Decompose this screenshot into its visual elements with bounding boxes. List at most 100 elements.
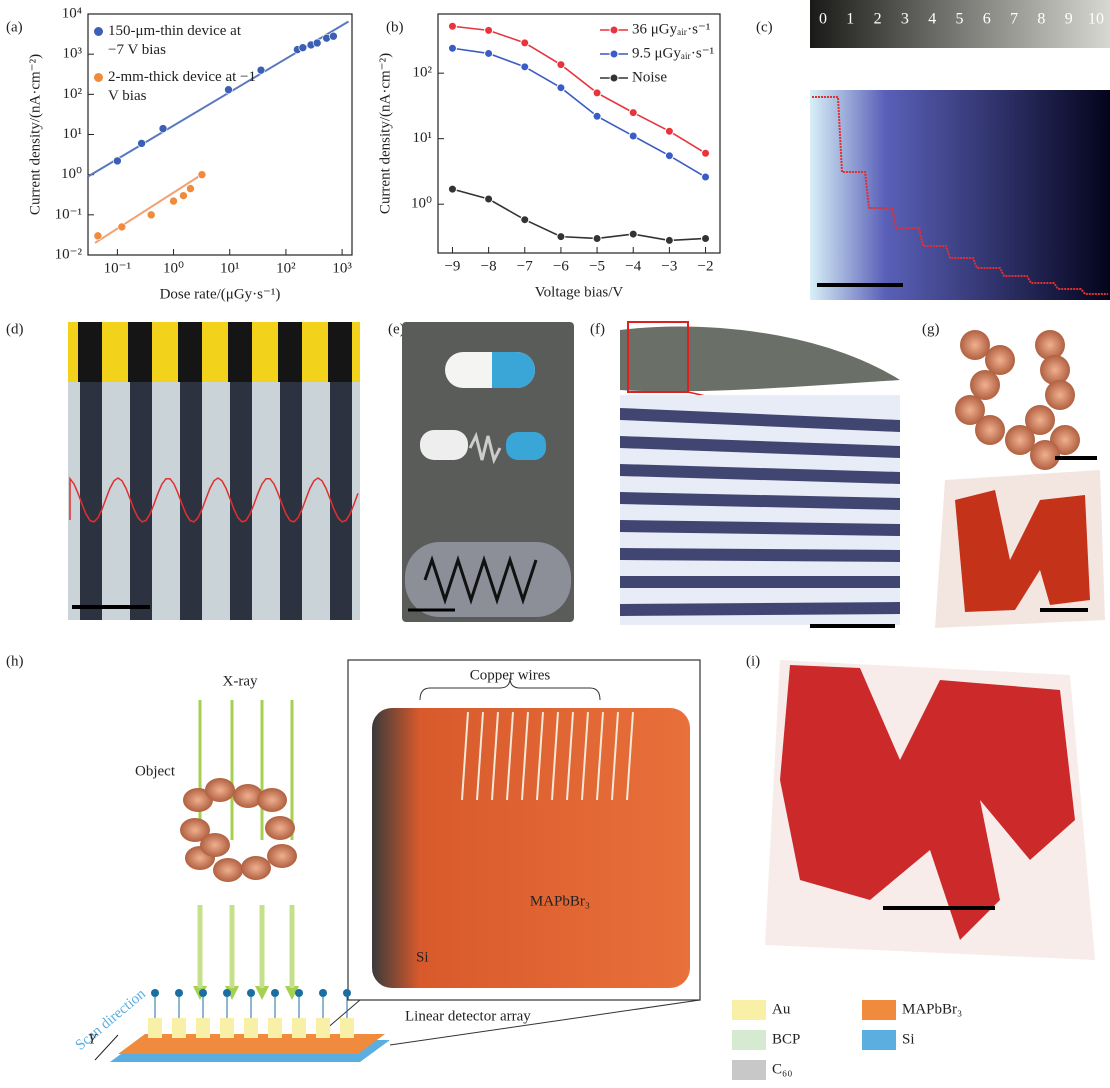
panel-label: (a) — [6, 19, 23, 35]
capsule-cap — [492, 352, 535, 388]
photo — [68, 322, 360, 382]
x-axis-label: Voltage bias/V — [535, 284, 624, 300]
strip-label: 6 — [983, 11, 991, 28]
stripe — [280, 382, 302, 620]
panel-label: (h) — [6, 653, 24, 669]
coin — [1035, 330, 1065, 360]
xray-image — [405, 542, 571, 617]
label: X-ray — [223, 673, 258, 689]
page: (a)(b)(c)(d)(e)(f)(g)(h)(i)10⁻¹10⁰10¹10²… — [0, 0, 1110, 1088]
x-tick-label: 10¹ — [220, 260, 240, 276]
coin — [205, 778, 235, 802]
coin — [241, 856, 271, 880]
legend-marker — [94, 73, 103, 82]
data-point — [593, 89, 601, 97]
legend-label: Au — [772, 1001, 791, 1017]
legend-swatch — [862, 1000, 896, 1020]
data-point — [186, 185, 194, 193]
legend-label: Noise — [632, 69, 667, 85]
coin — [1040, 355, 1070, 385]
xray-image — [810, 90, 1110, 300]
x-tick-label: −4 — [625, 258, 641, 274]
legend-swatch — [732, 1000, 766, 1020]
legend-swatch — [862, 1030, 896, 1050]
lead-node — [295, 989, 303, 997]
capsule — [420, 430, 468, 460]
x-tick-label: −5 — [589, 258, 605, 274]
legend-item: 2-mm-thick device at −1 V bias — [92, 68, 258, 106]
coin — [970, 370, 1000, 400]
panel-label: (b) — [386, 19, 404, 35]
lead-node — [175, 989, 183, 997]
x-tick-label: −8 — [481, 258, 497, 274]
data-point — [557, 61, 565, 69]
lead-node — [271, 989, 279, 997]
stripe — [230, 382, 252, 620]
data-point — [629, 132, 637, 140]
detector-pixel — [196, 1018, 210, 1038]
stripe — [180, 382, 202, 620]
data-point — [485, 26, 493, 34]
y-tick-label: 10⁻¹ — [55, 206, 82, 222]
legend-label: MAPbBr₃ — [902, 1001, 962, 1017]
strip-label: 10 — [1088, 11, 1104, 28]
y-tick-label: 10⁰ — [61, 166, 82, 182]
coin — [213, 858, 243, 882]
x-tick-label: −9 — [444, 258, 460, 274]
detector-pixel — [292, 1018, 306, 1038]
data-point — [313, 39, 321, 47]
coin — [1005, 425, 1035, 455]
panel-label: (f) — [590, 321, 605, 337]
data-point — [147, 211, 155, 219]
lead-node — [319, 989, 327, 997]
beam-arrow — [255, 986, 269, 1000]
detector-pixel — [268, 1018, 282, 1038]
stripe — [278, 322, 302, 382]
coin — [1030, 440, 1060, 470]
y-tick-label: 10³ — [63, 46, 83, 62]
xray-image — [68, 382, 360, 620]
panel-label: (g) — [922, 321, 940, 337]
data-point — [257, 66, 265, 74]
legend-marker — [610, 74, 618, 82]
stripe — [80, 382, 102, 620]
stripe — [78, 322, 102, 382]
data-point — [593, 112, 601, 120]
legend-label: 9.5 μGyₐᵢᵣ·s⁻¹ — [632, 45, 714, 61]
legend-label: 2-mm-thick device at −1 V bias — [108, 69, 256, 104]
strip-label: 7 — [1010, 11, 1018, 28]
strip-label: 0 — [819, 11, 827, 28]
coin — [200, 833, 230, 857]
data-point — [299, 44, 307, 52]
label: Object — [135, 763, 176, 779]
strip-label: 3 — [901, 11, 909, 28]
coin — [257, 788, 287, 812]
lead-node — [247, 989, 255, 997]
x-tick-label: 10⁻¹ — [104, 260, 131, 276]
detector-pixel — [172, 1018, 186, 1038]
data-point — [170, 197, 178, 205]
y-tick-label: 10⁰ — [411, 196, 432, 212]
stripe — [620, 548, 900, 562]
data-point — [159, 125, 167, 133]
fit-line — [95, 173, 204, 243]
x-tick-label: −7 — [517, 258, 533, 274]
data-point — [557, 84, 565, 92]
data-point — [448, 44, 456, 52]
legend-label: Si — [902, 1031, 915, 1047]
label: Linear detector array — [405, 1008, 531, 1024]
data-point — [557, 233, 565, 241]
stripe — [620, 576, 900, 588]
stripe — [178, 322, 202, 382]
data-point — [448, 185, 456, 193]
x-axis-label: Dose rate/(μGy·s⁻¹) — [160, 286, 281, 302]
strip-label: 5 — [956, 11, 964, 28]
legend-swatch — [732, 1030, 766, 1050]
label: MAPbBr₃ — [530, 893, 590, 909]
legend-marker — [610, 50, 618, 58]
y-tick-label: 10¹ — [63, 126, 83, 142]
data-point — [485, 49, 493, 57]
data-point — [702, 173, 710, 181]
legend-marker — [610, 26, 618, 34]
